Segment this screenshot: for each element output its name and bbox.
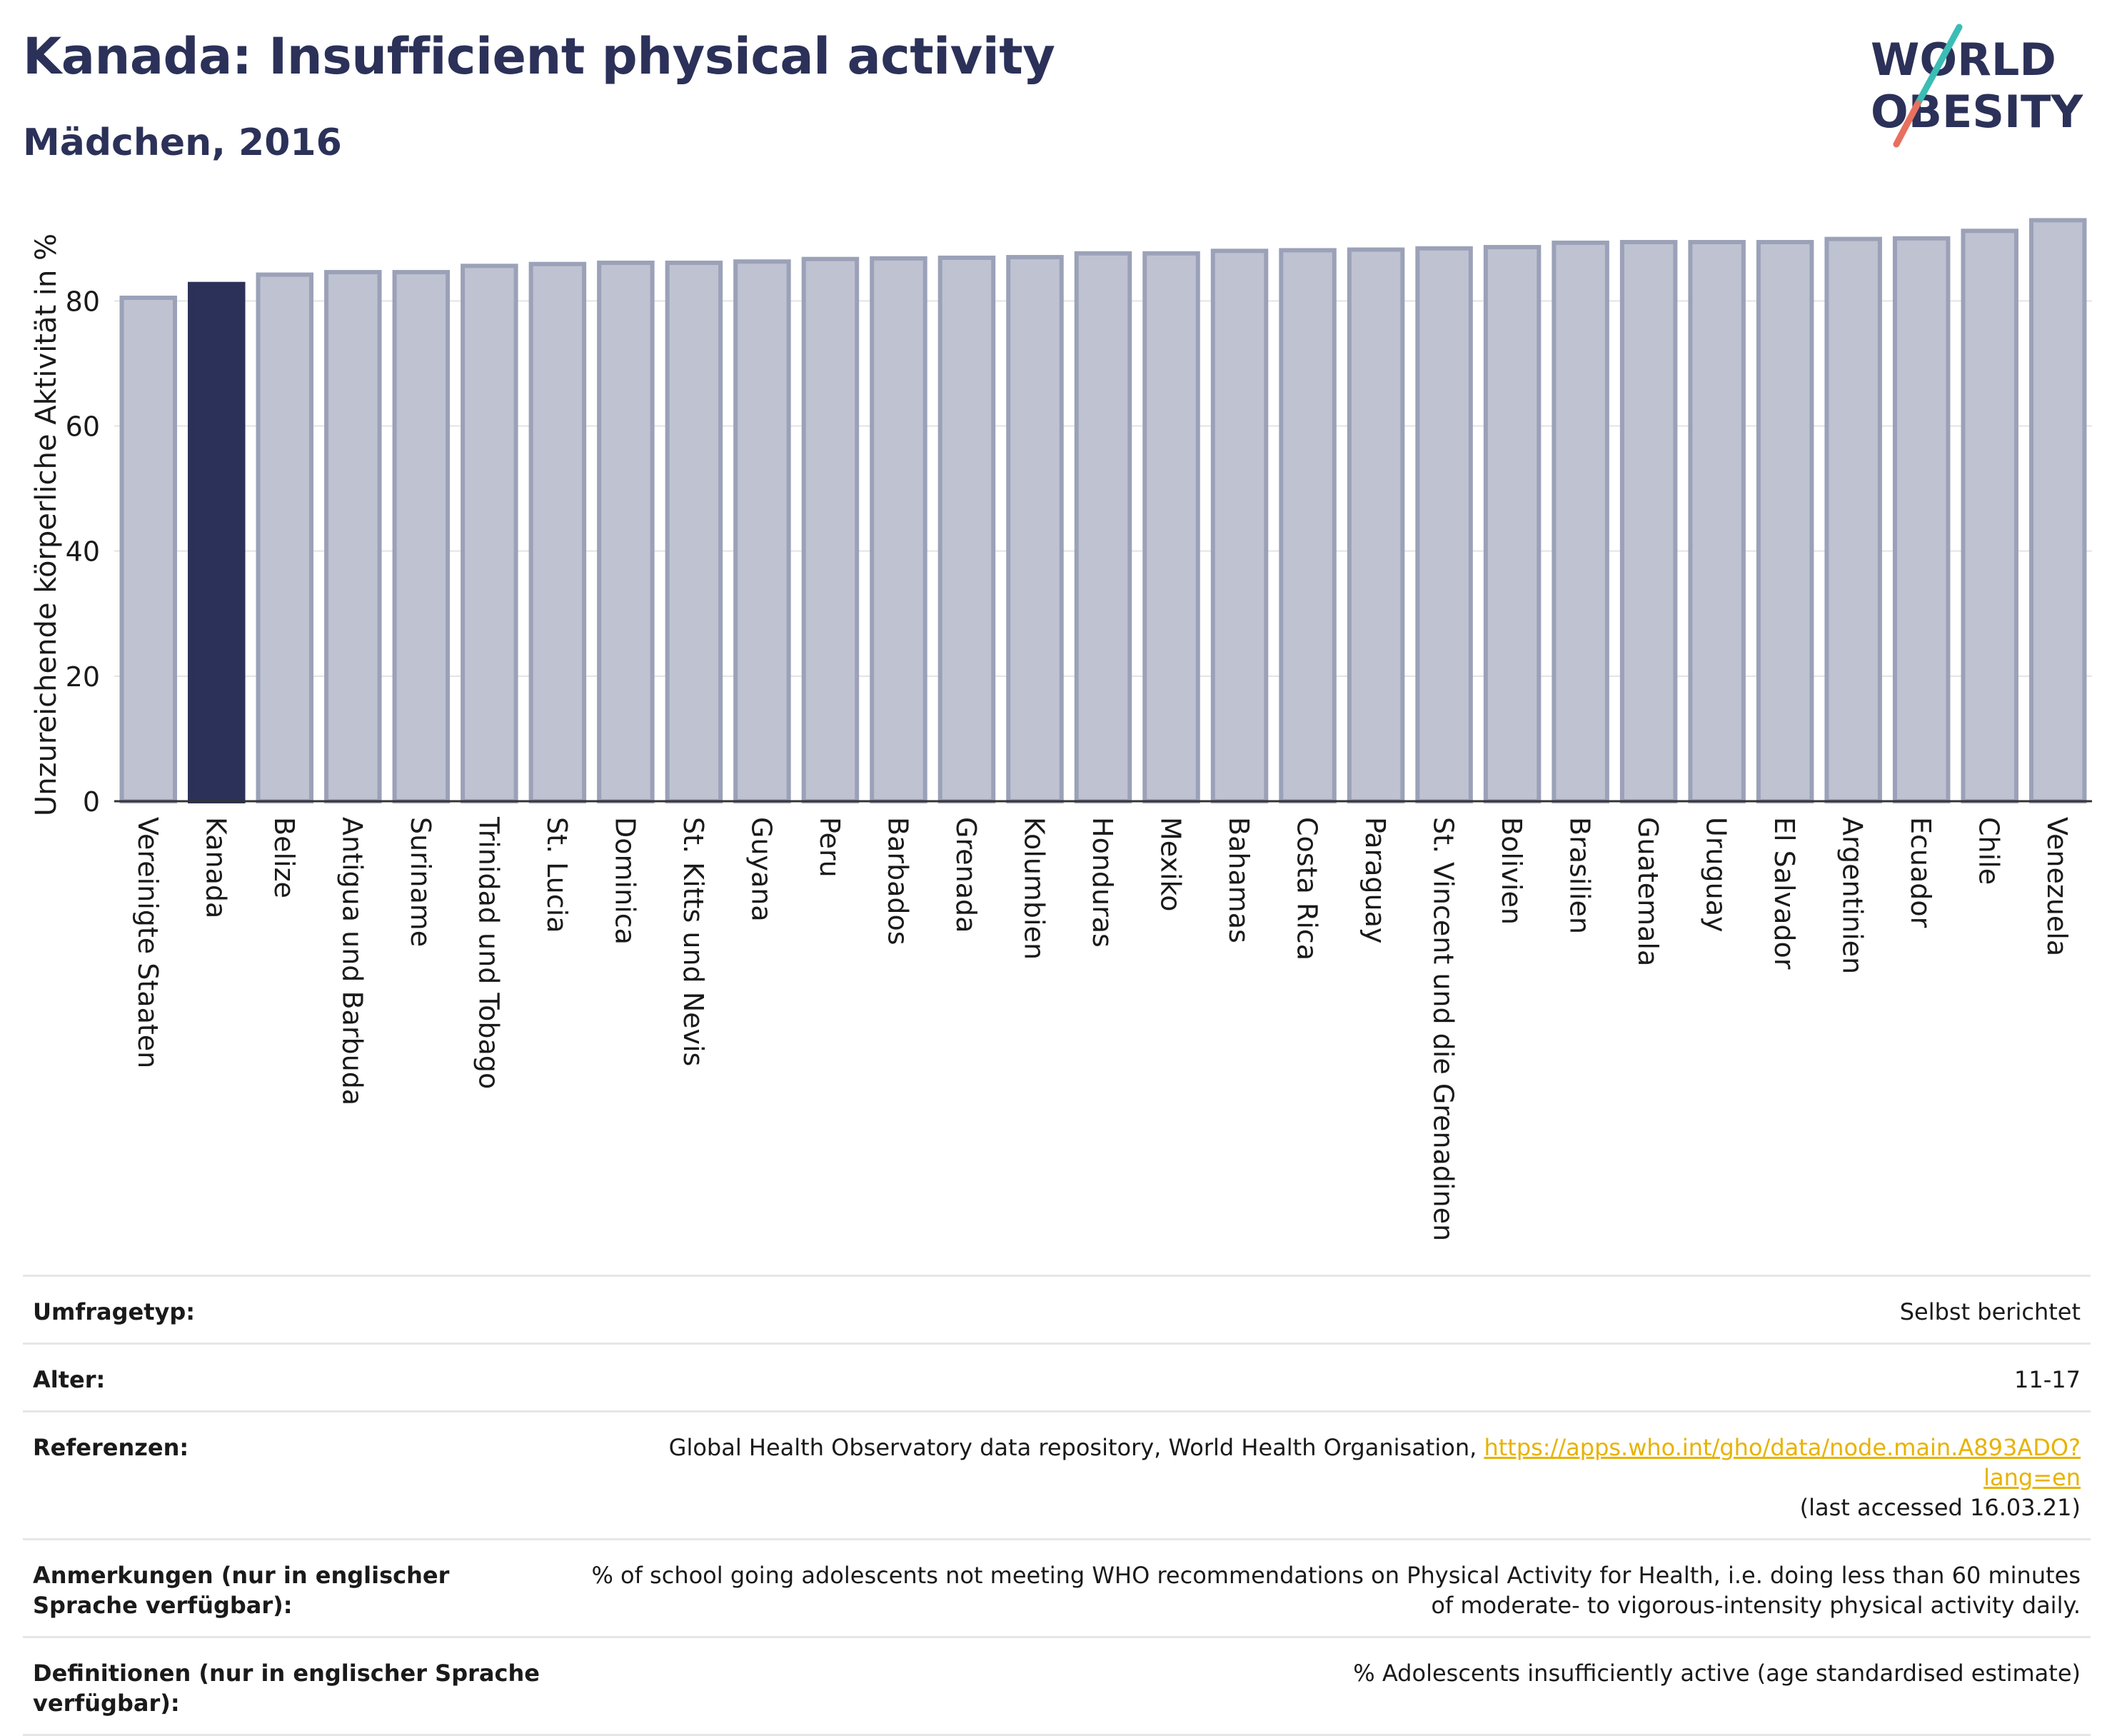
bar-guatemala: [1619, 240, 1678, 804]
info-label: Alter:: [33, 1366, 106, 1393]
bar-vereinigte-staaten: [119, 295, 178, 803]
bar-antigua-und-barbuda: [324, 270, 382, 803]
x-tick-label: Paraguay: [1359, 817, 1391, 943]
x-tick-label: Chile: [1973, 817, 2005, 885]
bar-kolumbien: [1006, 255, 1064, 803]
x-tick-label: Kanada: [200, 817, 231, 918]
page-title: Kanada: Insufficient physical activity: [23, 27, 1055, 86]
x-tick-label: Antigua und Barbuda: [336, 817, 368, 1105]
x-tick-label: Costa Rica: [1292, 817, 1323, 960]
bar-belize: [256, 272, 314, 803]
bar-st-kitts-und-nevis: [665, 260, 723, 803]
bar-uruguay: [1688, 240, 1746, 804]
bar-dominica: [597, 260, 655, 803]
info-label: Umfragetyp:: [33, 1298, 196, 1325]
info-value: Global Health Observatory data repositor…: [668, 1434, 2081, 1521]
info-label: Referenzen:: [33, 1434, 189, 1461]
info-value: 11-17: [2014, 1366, 2081, 1393]
x-tick-label: St. Vincent und die Grenadinen: [1428, 817, 1459, 1241]
bar-chart: 0 20 40 60 80 Vereinigte Staaten Kanada Belize…: [30, 218, 2092, 1241]
bar-peru: [801, 256, 860, 803]
info-value: % of school going adolescents not meetin…: [591, 1562, 2081, 1619]
info-row: Anmerkungen (nur in englischer Sprache v…: [23, 1538, 2091, 1636]
bar-st-vincent-und-die-grenadinen: [1415, 246, 1473, 803]
x-tick-label: Uruguay: [1701, 817, 1732, 933]
bar-bahamas: [1210, 249, 1269, 804]
y-tick-label: 60: [66, 411, 100, 443]
info-label: Anmerkungen (nur in englischer Sprache v…: [33, 1562, 450, 1619]
y-tick-labels: 0 20 40 60 80: [66, 286, 100, 818]
x-tick-label: Bahamas: [1223, 817, 1254, 943]
bar-mexiko: [1142, 251, 1200, 803]
info-row: Alter: 11-17: [23, 1343, 2091, 1410]
info-row: Definitionen (nur in englischer Sprache …: [23, 1636, 2091, 1736]
x-tick-label: Honduras: [1087, 817, 1118, 948]
x-tick-label: Guyana: [745, 817, 777, 922]
y-tick-label: 80: [66, 286, 100, 317]
bar-el-salvador: [1756, 240, 1814, 804]
y-axis-label: Unzureichende körperliche Aktivität in %: [30, 234, 63, 816]
x-tick-label: Suriname: [405, 817, 436, 947]
bar-costa-rica: [1279, 248, 1337, 804]
info-value: Selbst berichtet: [1899, 1298, 2081, 1325]
reference-link[interactable]: https://apps.who.int/gho/data/node.main.…: [1484, 1434, 2081, 1491]
x-tick-label: Guatemala: [1632, 817, 1664, 966]
bar-trinidad-und-tobago: [461, 264, 518, 803]
bar-barbados: [870, 256, 927, 803]
bar-brasilien: [1552, 240, 1609, 804]
info-row: Umfragetyp: Selbst berichtet: [23, 1275, 2091, 1343]
x-tick-label: Peru: [814, 817, 845, 878]
x-tick-label: Grenada: [950, 817, 982, 933]
info-value: % Adolescents insufficiently active (age…: [1353, 1660, 2081, 1687]
y-tick-label: 0: [83, 786, 100, 818]
world-obesity-logo: WORLD OBESITY: [1871, 24, 2083, 148]
x-tick-label: Venezuela: [2041, 817, 2073, 956]
bars: [119, 218, 2087, 804]
bar-chile: [1961, 229, 2018, 803]
bar-paraguay: [1347, 247, 1405, 803]
x-tick-label: St. Kitts und Nevis: [678, 817, 709, 1066]
x-tick-label: Mexiko: [1155, 817, 1187, 911]
x-tick-label: Vereinigte Staaten: [132, 817, 164, 1068]
bar-kanada: [188, 281, 246, 803]
info-table: Umfragetyp: Selbst berichtet Alter: 11-17 Re…: [23, 1275, 2091, 1736]
x-tick-label: Belize: [268, 817, 300, 898]
bar-venezuela: [2028, 218, 2087, 803]
bar-grenada: [937, 255, 996, 803]
x-tick-label: Brasilien: [1564, 817, 1596, 934]
page-subtitle: Mädchen, 2016: [23, 121, 342, 164]
x-tick-label: El Salvador: [1769, 817, 1800, 970]
x-tick-label: Bolivien: [1496, 817, 1527, 925]
svg-text:WORLD: WORLD: [1871, 34, 2056, 86]
x-tick-labels: Vereinigte Staaten Kanada Belize Antigua un…: [132, 816, 2073, 1241]
bar-honduras: [1074, 251, 1132, 803]
x-tick-label: Barbados: [882, 817, 913, 945]
bar-guyana: [733, 259, 791, 804]
info-label: Definitionen (nur in englischer Sprache …: [33, 1660, 540, 1717]
x-tick-label: Kolumbien: [1018, 817, 1050, 960]
x-tick-label: Dominica: [609, 817, 640, 945]
x-tick-label: Ecuador: [1905, 817, 1936, 928]
bar-ecuador: [1892, 236, 1951, 803]
info-row: Referenzen: Global Health Observatory dat…: [23, 1410, 2091, 1538]
x-tick-label: Trinidad und Tobago: [473, 816, 504, 1089]
y-tick-label: 40: [66, 536, 100, 568]
x-tick-label: St. Lucia: [541, 817, 573, 933]
y-tick-label: 20: [66, 661, 100, 693]
bar-suriname: [392, 270, 451, 803]
bar-bolivien: [1483, 245, 1542, 803]
bar-st-lucia: [528, 261, 587, 803]
bar-argentinien: [1824, 236, 1882, 803]
x-tick-label: Argentinien: [1837, 817, 1869, 974]
